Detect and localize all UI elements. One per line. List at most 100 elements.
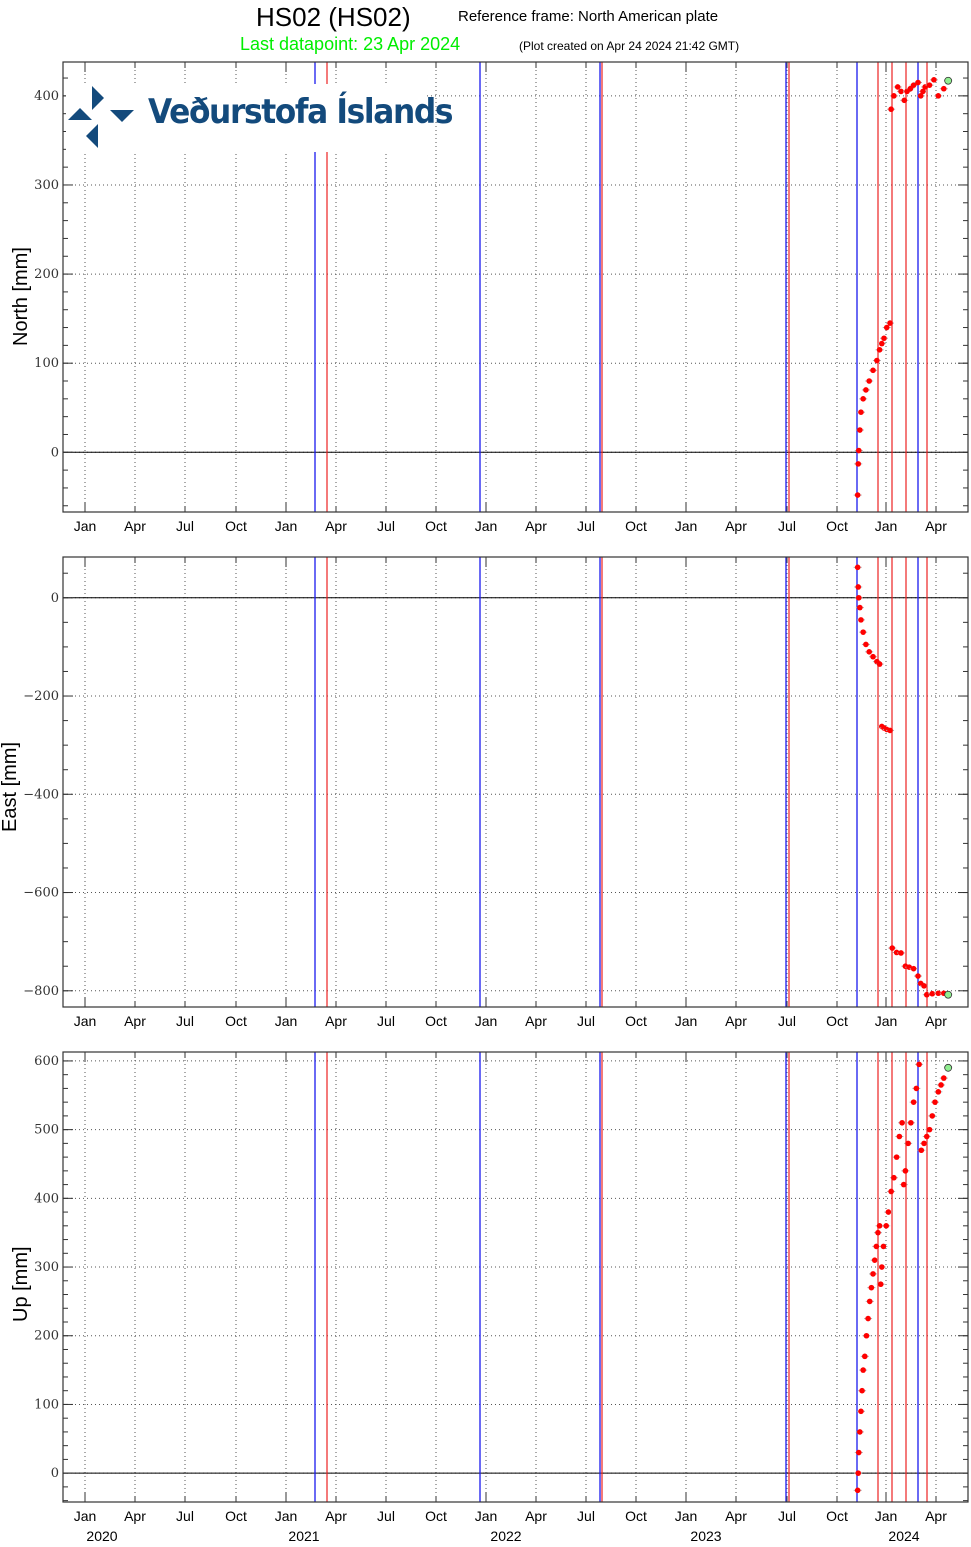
north-axis-label: North [mm]	[10, 247, 32, 346]
x-tick-label: Jul	[778, 518, 796, 534]
data-point	[873, 1243, 880, 1250]
y-tick-label: 0	[51, 591, 59, 606]
x-tick-label: Oct	[826, 518, 848, 534]
x-tick-label: Jan	[475, 518, 498, 534]
data-point	[854, 564, 861, 571]
data-point	[940, 85, 947, 92]
x-tick-label: Jan	[275, 1013, 298, 1029]
y-tick-label: 300	[34, 178, 59, 193]
x-tick-label: Jul	[577, 1508, 595, 1524]
data-point	[910, 1099, 917, 1105]
data-point	[907, 85, 914, 92]
data-point	[870, 367, 876, 374]
data-point	[932, 1099, 938, 1105]
data-point	[899, 1119, 905, 1126]
x-tick-label: Oct	[225, 518, 247, 534]
x-tick-label: Jul	[377, 1508, 395, 1524]
y-tick-label: −400	[23, 787, 59, 802]
y-tick-label: 0	[51, 445, 59, 460]
x-tick-label: Jan	[275, 1508, 298, 1524]
x-year-label: 2022	[490, 1528, 521, 1544]
x-tick-label: Jan	[875, 518, 898, 534]
data-point	[862, 1353, 868, 1360]
data-point	[854, 1487, 861, 1494]
y-tick-label: 500	[34, 1123, 59, 1138]
x-tick-label: Apr	[725, 1508, 747, 1524]
data-point	[859, 1387, 865, 1394]
station-title: HS02 (HS02)	[256, 2, 411, 32]
data-point	[855, 447, 862, 454]
plot-created: (Plot created on Apr 24 2024 21:42 GMT)	[519, 39, 740, 53]
data-point	[923, 1133, 930, 1140]
data-point	[910, 82, 917, 88]
x-tick-label: Apr	[925, 1013, 947, 1029]
data-point	[888, 1188, 894, 1195]
data-point	[940, 1075, 947, 1081]
data-point	[887, 727, 893, 734]
up-plot: 0 100 200 300 400 500 600 Jan Apr Jul Oct Jan Apr Jul…	[34, 1051, 969, 1544]
x-tick-label: Jan	[74, 518, 97, 534]
data-point	[917, 93, 924, 99]
x-tick-label: Oct	[826, 1013, 848, 1029]
data-point	[891, 1174, 897, 1181]
y-tick-label: 400	[34, 1191, 59, 1206]
x-tick-label: Jan	[475, 1013, 498, 1029]
x-year-label: 2021	[288, 1528, 319, 1544]
last-data-point	[944, 1063, 953, 1072]
data-point	[901, 97, 908, 104]
data-point	[883, 324, 890, 331]
data-point	[887, 320, 893, 326]
x-tick-label: Jul	[377, 518, 395, 534]
x-tick-label: Apr	[124, 1508, 146, 1524]
x-tick-label: Jan	[875, 1508, 898, 1524]
data-point	[923, 991, 930, 998]
data-point	[915, 973, 921, 979]
x-tick-label: Jul	[176, 518, 194, 534]
x-tick-label: Oct	[225, 1013, 247, 1029]
x-tick-label: Oct	[625, 1013, 647, 1029]
x-tick-label: Jul	[778, 1013, 796, 1029]
x-tick-label: Jul	[778, 1508, 796, 1524]
data-point	[898, 950, 904, 956]
plot-frame	[62, 1051, 969, 1503]
data-point	[858, 409, 864, 415]
x-tick-label: Jul	[577, 518, 595, 534]
data-point	[876, 1223, 883, 1229]
x-tick-label: Oct	[625, 518, 647, 534]
x-tick-label: Apr	[525, 518, 547, 534]
x-tick-label: Oct	[225, 1508, 247, 1524]
data-point	[866, 649, 872, 655]
data-point	[926, 1126, 933, 1133]
data-point	[935, 93, 942, 99]
data-point	[891, 93, 897, 99]
data-point	[926, 82, 933, 88]
data-point	[881, 335, 887, 342]
plot-frame	[62, 61, 969, 513]
data-point	[918, 1147, 925, 1154]
data-point	[929, 990, 936, 997]
data-point	[865, 1315, 871, 1322]
data-point	[931, 77, 937, 83]
x-tick-label: Apr	[725, 1013, 747, 1029]
y-tick-label: −600	[23, 886, 59, 901]
data-point	[894, 84, 901, 90]
data-point	[935, 990, 942, 997]
data-point	[870, 1271, 876, 1277]
x-tick-label: Oct	[625, 1508, 647, 1524]
y-tick-label: 600	[34, 1054, 59, 1069]
data-point	[896, 1133, 903, 1140]
last-datapoint: Last datapoint: 23 Apr 2024	[240, 34, 461, 54]
x-tick-label: Jul	[176, 1013, 194, 1029]
x-tick-label: Apr	[325, 1508, 347, 1524]
y-tick-label: 400	[34, 89, 59, 104]
x-tick-label: Oct	[425, 1508, 447, 1524]
data-point	[863, 387, 869, 393]
data-point	[857, 427, 863, 433]
data-point	[902, 1168, 909, 1174]
x-tick-label: Apr	[124, 518, 146, 534]
x-year-label: 2023	[690, 1528, 721, 1544]
data-point	[898, 88, 904, 95]
data-point	[893, 1154, 900, 1160]
data-point	[879, 1264, 885, 1270]
